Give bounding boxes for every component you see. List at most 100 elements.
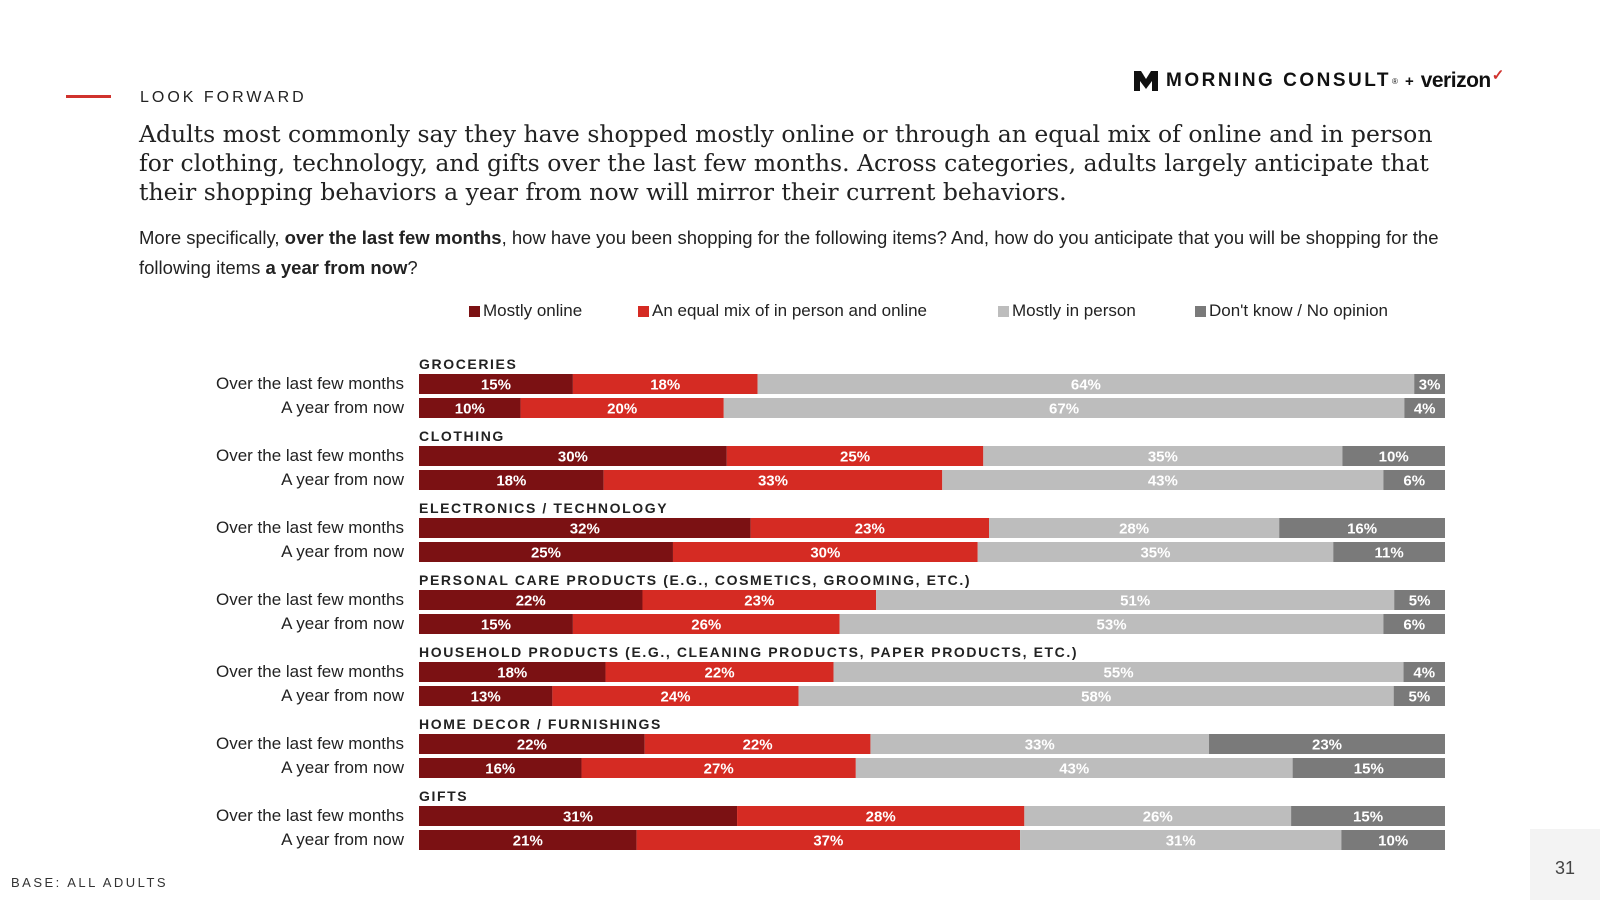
legend-swatch-mostly-online bbox=[469, 305, 480, 317]
bar-segment-mostly-online bbox=[419, 590, 643, 610]
legend-item-dont-know: Don't know / No opinion bbox=[1195, 301, 1388, 321]
data-label: 18% bbox=[496, 473, 526, 490]
data-label: 28% bbox=[866, 809, 896, 826]
bar-segment-mostly-in-person bbox=[855, 758, 1293, 778]
legend-label: Mostly in person bbox=[1012, 301, 1136, 320]
row-label: A year from now bbox=[281, 614, 405, 633]
bar-segment-equal-mix bbox=[750, 518, 989, 538]
legend-label: Mostly online bbox=[483, 301, 583, 320]
category-label: GROCERIES bbox=[419, 356, 517, 372]
legend-label: Don't know / No opinion bbox=[1209, 301, 1389, 320]
data-label: 15% bbox=[1354, 761, 1384, 778]
category-label: PERSONAL CARE PRODUCTS (E.G., COSMETICS,… bbox=[419, 572, 971, 588]
data-label: 16% bbox=[1347, 521, 1377, 538]
bar-segment-equal-mix bbox=[603, 470, 943, 490]
bar-segment-dont-know bbox=[1342, 446, 1445, 466]
headline: Adults most commonly say they have shopp… bbox=[139, 120, 1433, 206]
data-label: 25% bbox=[840, 449, 870, 466]
bar-segment-mostly-online bbox=[419, 686, 553, 706]
legend-swatch-mostly-in-person bbox=[998, 305, 1009, 317]
bar-segment-equal-mix bbox=[636, 830, 1021, 850]
category-label: HOME DECOR / FURNISHINGS bbox=[419, 716, 662, 732]
data-label: 30% bbox=[810, 545, 840, 562]
bar-segment-mostly-in-person bbox=[989, 518, 1280, 538]
bar-segment-mostly-in-person bbox=[983, 446, 1343, 466]
bar-segment-dont-know bbox=[1333, 542, 1445, 562]
bar-segment-dont-know bbox=[1394, 590, 1445, 610]
bar-segment-equal-mix bbox=[520, 398, 724, 418]
legend-label: An equal mix of in person and online bbox=[652, 301, 928, 320]
data-label: 31% bbox=[1166, 833, 1196, 850]
bar-segment-mostly-in-person bbox=[977, 542, 1334, 562]
row-label: Over the last few months bbox=[216, 446, 404, 465]
data-label: 35% bbox=[1140, 545, 1170, 562]
category-label: HOUSEHOLD PRODUCTS (E.G., CLEANING PRODU… bbox=[419, 644, 1078, 660]
bar-segment-dont-know bbox=[1393, 686, 1445, 706]
data-label: 28% bbox=[1119, 521, 1149, 538]
data-label: 15% bbox=[1353, 809, 1383, 826]
bar-segment-mostly-online bbox=[419, 806, 738, 826]
data-label: 4% bbox=[1413, 665, 1435, 682]
bar-segment-mostly-online bbox=[419, 374, 573, 394]
bar-segment-mostly-online bbox=[419, 662, 606, 682]
data-label: 53% bbox=[1097, 617, 1127, 634]
partner-check-icon: ✓ bbox=[1491, 67, 1505, 84]
bar-segment-mostly-online bbox=[419, 518, 751, 538]
bar-segment-mostly-online bbox=[419, 758, 582, 778]
data-label: 26% bbox=[691, 617, 721, 634]
data-label: 11% bbox=[1375, 545, 1404, 562]
row-label: A year from now bbox=[281, 542, 405, 561]
data-label: 64% bbox=[1071, 377, 1101, 394]
bar-segment-equal-mix bbox=[737, 806, 1025, 826]
morning-consult-logo-icon bbox=[1134, 71, 1158, 91]
bar-segment-dont-know bbox=[1292, 758, 1445, 778]
bar-segment-dont-know bbox=[1209, 734, 1445, 754]
bar-segment-equal-mix bbox=[552, 686, 799, 706]
data-label: 6% bbox=[1403, 473, 1425, 490]
category-label: GIFTS bbox=[419, 788, 468, 804]
bar-segment-dont-know bbox=[1291, 806, 1445, 826]
bar-segment-equal-mix bbox=[572, 614, 840, 634]
data-label: 23% bbox=[855, 521, 885, 538]
base-note: BASE: ALL ADULTS bbox=[11, 875, 169, 890]
legend-item-mostly-in-person: Mostly in person bbox=[998, 301, 1136, 321]
bar-segment-dont-know bbox=[1403, 662, 1445, 682]
row-label: Over the last few months bbox=[216, 734, 404, 753]
data-label: 16% bbox=[485, 761, 515, 778]
bar-segment-dont-know bbox=[1383, 470, 1445, 490]
brand-name: MORNING CONSULT bbox=[1166, 70, 1392, 91]
data-label: 25% bbox=[531, 545, 561, 562]
brand-logo: MORNING CONSULT ® + verizon ✓ bbox=[1134, 66, 1504, 96]
bar-segment-equal-mix bbox=[581, 758, 856, 778]
partner-name: verizon bbox=[1420, 69, 1492, 92]
bar-segment-mostly-online bbox=[419, 470, 604, 490]
brand-registered-mark: ® bbox=[1392, 76, 1398, 86]
data-label: 22% bbox=[516, 593, 546, 610]
bar-segment-mostly-online bbox=[419, 614, 573, 634]
data-label: 4% bbox=[1414, 401, 1436, 418]
row-label: A year from now bbox=[281, 686, 405, 705]
bar-segment-mostly-in-person bbox=[1024, 806, 1292, 826]
question-text-1: More specifically, bbox=[139, 227, 285, 248]
data-label: 18% bbox=[497, 665, 527, 682]
row-label: A year from now bbox=[281, 470, 405, 489]
data-label: 10% bbox=[1378, 833, 1408, 850]
data-label: 58% bbox=[1081, 689, 1111, 706]
data-label: 67% bbox=[1049, 401, 1079, 418]
data-label: 13% bbox=[471, 689, 501, 706]
data-label: 30% bbox=[558, 449, 588, 466]
bar-segment-mostly-online bbox=[419, 446, 727, 466]
row-label: Over the last few months bbox=[216, 374, 404, 393]
accent-line bbox=[66, 95, 111, 98]
row-label: Over the last few months bbox=[216, 518, 404, 537]
data-label: 23% bbox=[744, 593, 774, 610]
bar-segment-mostly-in-person bbox=[870, 734, 1210, 754]
page-number-box bbox=[1530, 829, 1600, 900]
row-label: Over the last few months bbox=[216, 590, 404, 609]
legend-item-equal-mix: An equal mix of in person and online bbox=[638, 301, 927, 321]
row-label: Over the last few months bbox=[216, 662, 404, 681]
data-label: 6% bbox=[1403, 617, 1425, 634]
row-label: A year from now bbox=[281, 398, 405, 417]
data-label: 24% bbox=[660, 689, 690, 706]
